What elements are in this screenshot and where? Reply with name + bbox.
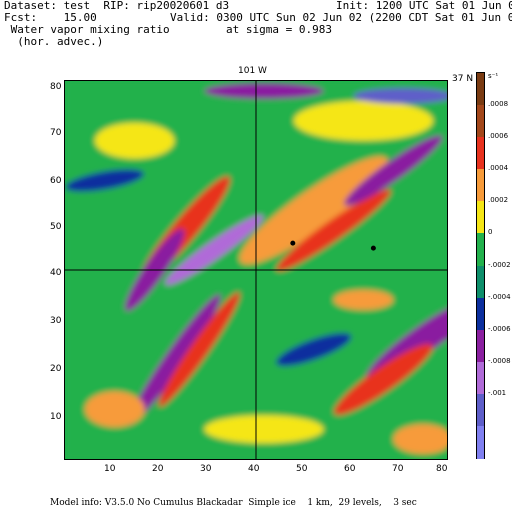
latitude-label: 37 N [452,74,474,84]
y-tick: 30 [50,316,62,326]
colorbar-segment [477,105,484,139]
colorbar-segment [477,73,484,107]
y-tick: 10 [50,412,62,422]
y-tick: 50 [50,222,62,232]
colorbar-segment [477,169,484,203]
init-label: Init: 1200 UTC Sat 01 Jun 02 [336,0,512,12]
y-tick: 80 [50,82,62,92]
subfield-label: (hor. advec.) [4,35,104,48]
colorbar-label: -.0002 [488,260,511,269]
colorbar-segment [477,329,484,363]
x-tick: 20 [152,464,164,474]
colorbar-label: -.0006 [488,324,511,333]
colorbar-segment [477,297,484,331]
field-label: Water vapor mixing ratio [4,23,170,36]
colorbar-label: .0004 [488,164,509,173]
x-tick: 40 [248,464,260,474]
level-label: at sigma = 0.983 [226,23,332,36]
x-tick: 50 [296,464,308,474]
y-tick: 60 [50,176,62,186]
colorbar-label: -.0008 [488,356,511,365]
colorbar-segment [477,393,484,427]
x-tick: 30 [200,464,212,474]
y-tick: 40 [50,268,62,278]
colorbar-segment [477,233,484,267]
valid-label: Valid: 0300 UTC Sun 02 Jun 02 (2200 CDT … [170,11,512,24]
mixing-ratio-field [65,81,447,459]
colorbar-label: -.001 [488,388,507,397]
colorbar-label: .0002 [488,196,509,205]
colorbar-segment [477,201,484,235]
field-plot [64,80,448,460]
colorbar-label: .0006 [488,132,509,141]
y-tick: 70 [50,128,62,138]
colorbar-segment [477,425,484,459]
colorbar-label: .0008 [488,100,509,109]
colorbar-segment [477,361,484,395]
x-tick: 60 [344,464,356,474]
forecast-label: Fcst: 15.00 [4,11,97,24]
x-tick: 80 [436,464,448,474]
dataset-label: Dataset: test RIP: rip20020601 d3 [4,0,230,12]
x-tick: 10 [104,464,116,474]
colorbar-segment [477,137,484,171]
colorbar-label: -.0004 [488,292,511,301]
colorbar-label: 0 [488,228,493,237]
colorbar-segment [477,265,484,299]
colorbar [476,72,485,459]
x-tick: 70 [392,464,404,474]
colorbar-unit: s⁻¹ [488,72,499,80]
model-info: Model info: V3.5.0 No Cumulus Blackadar … [50,498,417,508]
longitude-label: 101 W [238,66,267,76]
y-tick: 20 [50,364,62,374]
